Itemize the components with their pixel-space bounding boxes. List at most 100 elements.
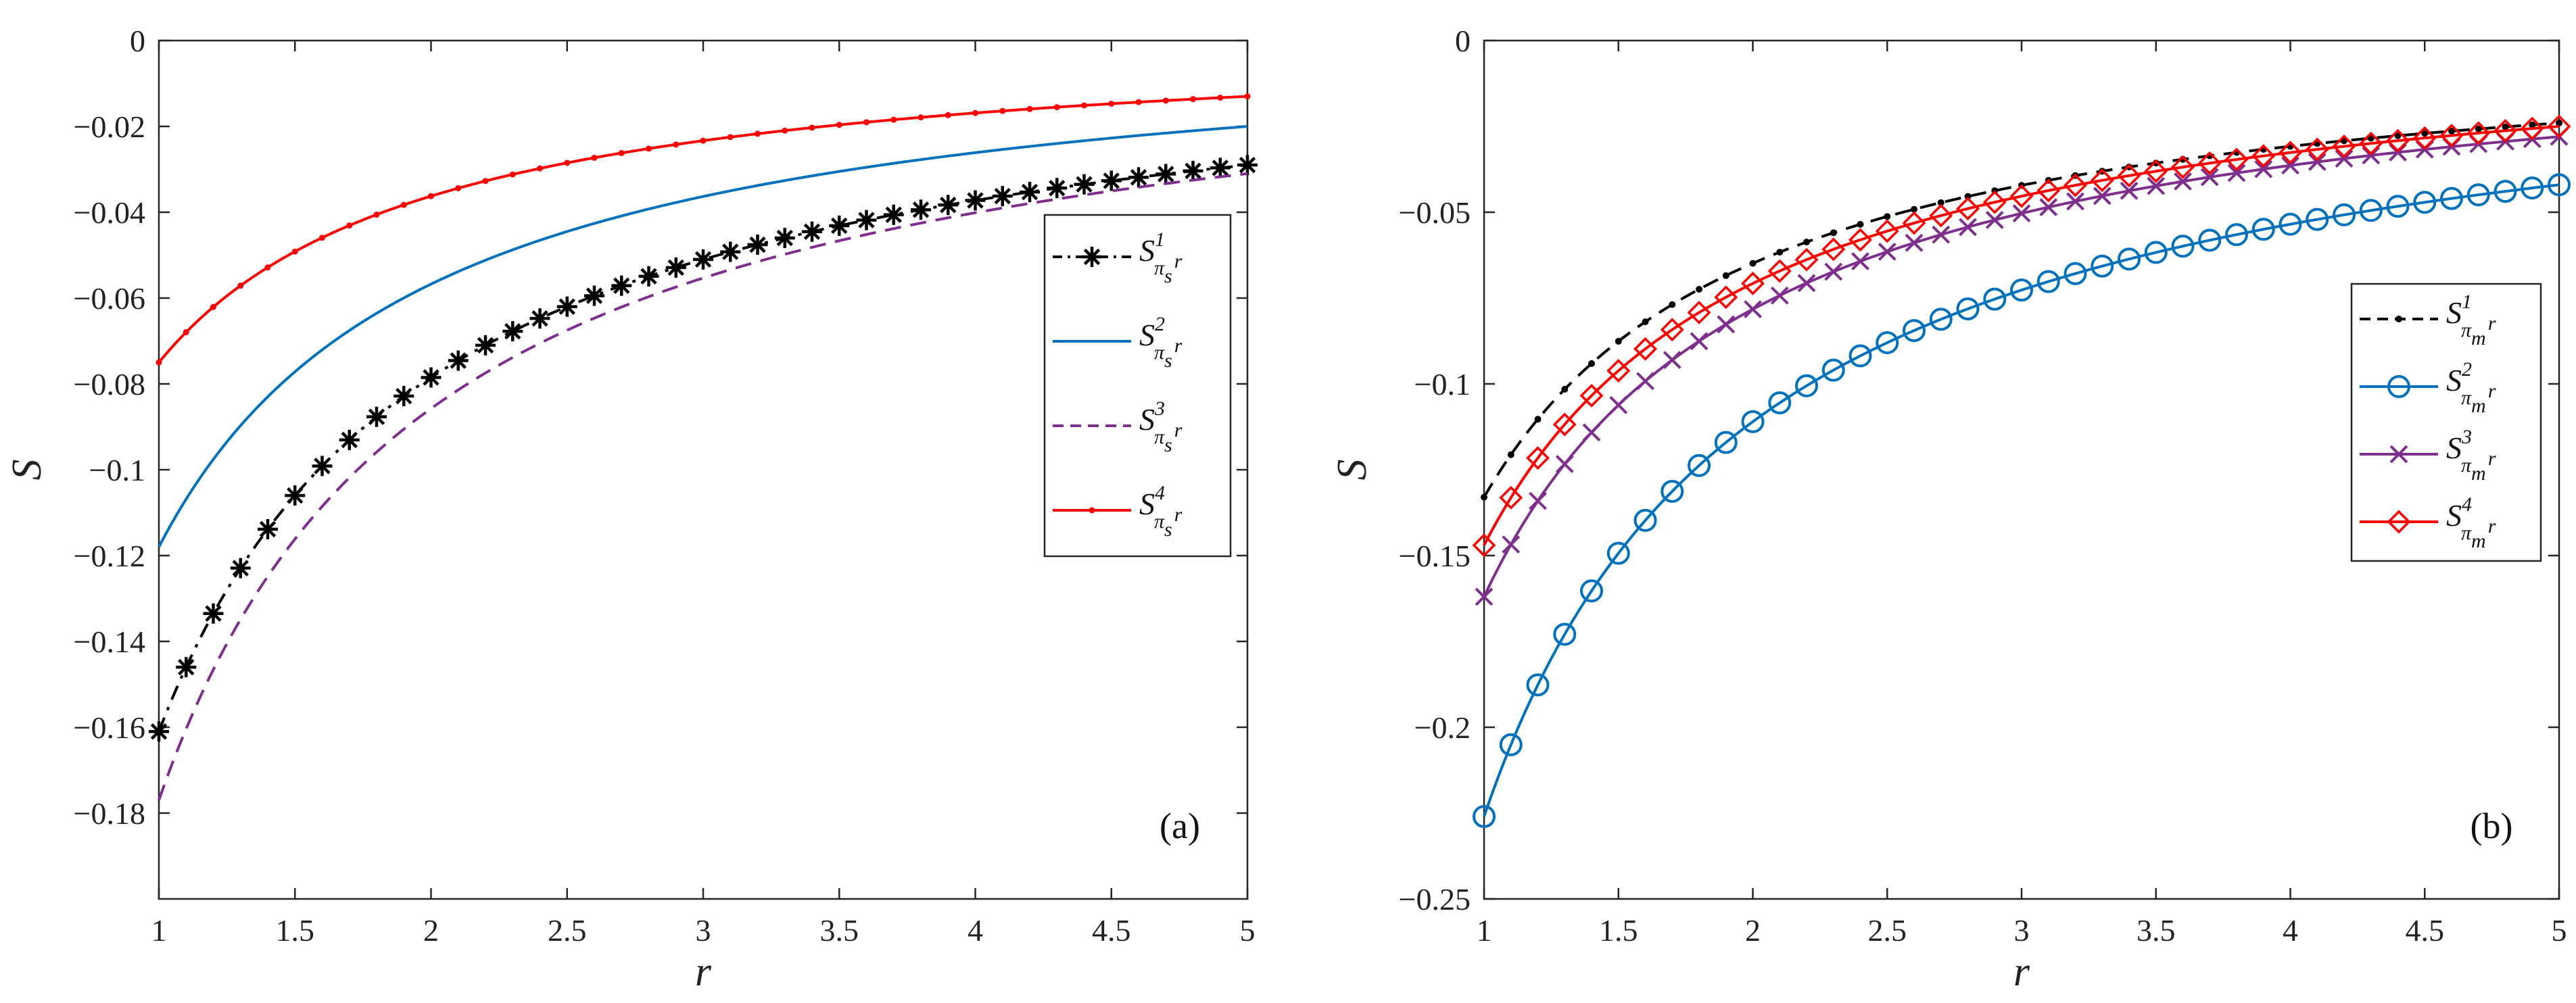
series-2-marker (2279, 212, 2302, 236)
series-4-marker (1135, 99, 1142, 105)
series-1-marker (556, 296, 577, 317)
series-2-marker (1633, 508, 1657, 532)
series-4-marker (1633, 337, 1657, 361)
series-1-marker (1830, 229, 1837, 237)
series-4-marker (400, 201, 407, 208)
series-1-marker (1507, 451, 1514, 458)
series-2-marker (1848, 344, 1872, 368)
series-4-marker (2359, 131, 2383, 155)
series-3-marker (1932, 225, 1951, 244)
x-tick-label: 3.5 (820, 913, 859, 948)
legend-label: S3 πmr (2446, 426, 2496, 485)
series-4-marker (319, 235, 325, 241)
series-4-marker (2279, 141, 2302, 165)
series-2-marker (1795, 374, 1818, 397)
x-axis-title: r (695, 949, 712, 995)
y-tick-label: 0 (130, 24, 145, 58)
series-3-marker (1824, 262, 1843, 281)
x-tick-label: 1.5 (1599, 913, 1638, 948)
series-2-marker (1983, 287, 2007, 311)
y-tick-label: −0.12 (74, 539, 145, 573)
series-4-marker (2439, 123, 2464, 147)
series-1-marker (938, 195, 959, 216)
series-4-marker (1902, 211, 1926, 235)
series-4-marker (237, 283, 244, 289)
series-2-marker (1473, 805, 1496, 829)
series-4-marker (836, 122, 842, 128)
series-1-marker (992, 186, 1013, 207)
series-1-marker (747, 235, 768, 255)
series-4-marker (2547, 114, 2571, 139)
series-4-marker (2251, 144, 2276, 168)
series-1-marker (2502, 123, 2509, 130)
series-3-marker (1582, 423, 1601, 442)
series-4-marker (210, 303, 216, 310)
series-2-marker (2466, 183, 2490, 207)
y-tick-label: −0.16 (74, 710, 145, 745)
series-4-marker (2332, 134, 2356, 158)
series-4-marker (673, 141, 679, 148)
series-1-marker (1588, 360, 1595, 367)
panel-label: (a) (1160, 806, 1200, 846)
series-4-marker (700, 137, 707, 144)
series-1-marker (230, 558, 251, 579)
x-tick-label: 2 (1745, 913, 1761, 948)
series-4-marker (1956, 197, 1980, 221)
series-1-marker (1128, 167, 1149, 188)
series-3-marker (1475, 587, 1494, 606)
series-1-marker (203, 603, 224, 624)
chart-panel-a: 1 1.5 2 2.5 3 3.5 4 4.5 5 0 −0.02 −0.04 −0.06 −0.08 −0… (4, 24, 1258, 995)
series-3-marker (1851, 252, 1869, 271)
series-1-marker (1047, 178, 1068, 199)
x-tick-label: 2 (423, 913, 439, 948)
legend-label: S4 πsr (1139, 482, 1183, 541)
legend-label: S1 πsr (1139, 228, 1183, 287)
legend-box (1043, 214, 1232, 558)
series-4-marker (1472, 533, 1496, 558)
series-1-marker (475, 335, 496, 356)
x-tick-label: 1 (151, 913, 167, 948)
series-4-marker (1660, 318, 1684, 342)
y-tick-label: −0.18 (74, 796, 145, 831)
series-1-marker (1074, 174, 1095, 195)
series-4-marker (2117, 164, 2141, 188)
series-2-marker (1714, 431, 1738, 454)
series-4-marker (727, 134, 734, 141)
series-1-marker (529, 308, 550, 329)
legend-swatch-marker (2395, 316, 2402, 322)
series-2 (158, 125, 1248, 548)
series-1-marker (1101, 170, 1122, 191)
series-4-marker (2224, 147, 2249, 172)
series-4-marker (346, 222, 353, 229)
series-2-marker (1929, 308, 1953, 331)
legend-entry-4: S4 πsr (1053, 482, 1183, 541)
series-3-marker (1744, 300, 1762, 318)
series-1-marker (1183, 160, 1203, 181)
series-1-marker (421, 367, 442, 388)
series-1-marker (883, 204, 904, 225)
series-4-marker (809, 124, 815, 131)
series-1-marker (1481, 493, 1487, 501)
legend-entry-2: S2 πmr (2360, 358, 2496, 417)
series-1-marker (1937, 199, 1945, 206)
x-tick-label: 4.5 (2406, 913, 2445, 948)
series-1-marker (258, 518, 278, 539)
series-4-marker (482, 178, 489, 185)
series-1-marker (2448, 127, 2455, 134)
series-2-marker (1876, 331, 1899, 355)
series-3-marker (2120, 181, 2139, 200)
y-tick-label: −0.02 (74, 109, 145, 144)
series-4-marker (1687, 300, 1711, 324)
series-1-marker (2475, 125, 2482, 132)
series-4-marker (863, 119, 869, 126)
x-tick-label: 4.5 (1092, 913, 1131, 948)
series-3-marker (2335, 149, 2354, 168)
series-2-marker (1821, 358, 1845, 382)
series-4-marker (972, 109, 978, 116)
series-4-marker (455, 185, 462, 191)
series-4-marker (2144, 159, 2168, 183)
series-4-marker (564, 160, 571, 166)
series-2-marker (1741, 410, 1765, 433)
y-tick-label: −0.2 (1414, 710, 1471, 745)
series-3-marker (2308, 153, 2327, 172)
